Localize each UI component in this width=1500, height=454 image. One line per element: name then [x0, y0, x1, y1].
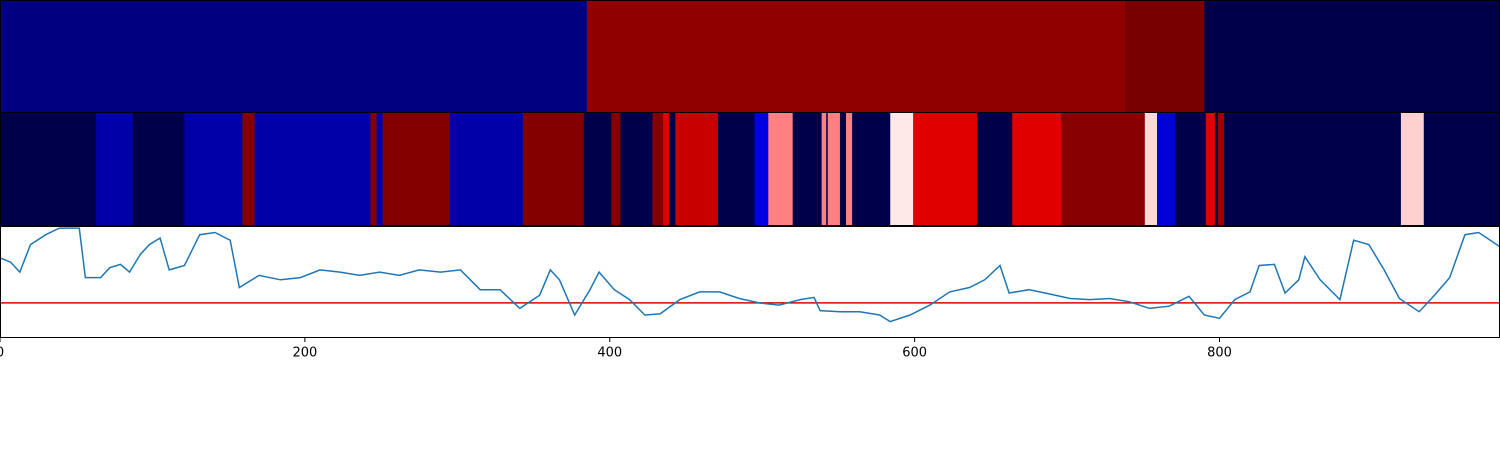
strip-segment: [611, 113, 621, 225]
strip-segment: [1217, 113, 1225, 225]
strip-segment: [522, 113, 585, 225]
strip-segment: [382, 113, 451, 225]
strip-segment: [376, 113, 384, 225]
strip-segment: [768, 113, 794, 225]
strip-segment: [977, 113, 1013, 225]
strip-segment: [852, 113, 891, 225]
strip-segment: [792, 113, 823, 225]
strip-segment: [184, 113, 243, 225]
strip-segment: [663, 113, 670, 225]
x-tick-label: 200: [292, 346, 317, 361]
strip-segment: [913, 113, 978, 225]
data-line: [0, 227, 1500, 323]
strip-segment: [821, 113, 827, 225]
strip-segment: [370, 113, 378, 225]
strip-segment: [839, 113, 847, 225]
strip-segment: [1423, 113, 1500, 225]
x-tick-label: 0: [0, 346, 4, 361]
strip-segment: [0, 113, 97, 225]
strip-segment: [242, 113, 256, 225]
panel-frame: [0, 226, 1500, 338]
strip-segment: [754, 113, 769, 225]
strip-segment: [1400, 113, 1425, 225]
strip-segment: [1205, 113, 1216, 225]
strip-segment: [652, 113, 664, 225]
strip-segment: [132, 113, 185, 225]
strip-segment: [620, 113, 653, 225]
strip-segment: [1125, 1, 1205, 112]
strip-segment: [0, 1, 588, 112]
strip-segment: [1060, 113, 1146, 225]
strip-segment: [846, 113, 853, 225]
strip-segment: [583, 113, 612, 225]
strip-segment: [1214, 113, 1219, 225]
strip-segment: [826, 113, 829, 225]
strip-segment: [1204, 1, 1500, 112]
strip-segment: [1224, 113, 1402, 225]
strip-segment: [675, 113, 719, 225]
strip-segment: [827, 113, 841, 225]
strip-segment: [586, 1, 1126, 112]
strip-segment: [1157, 113, 1176, 225]
strip-segment: [1012, 113, 1062, 225]
x-tick-label: 400: [597, 346, 622, 361]
strip-segment: [449, 113, 524, 225]
strip-segment: [1144, 113, 1158, 225]
strip-segment: [717, 113, 756, 225]
x-tick-label: 800: [1207, 346, 1232, 361]
strip-segment: [254, 113, 371, 225]
strip-segment: [669, 113, 676, 225]
strip-segment: [890, 113, 914, 225]
strip-segment: [1175, 113, 1207, 225]
x-tick-label: 600: [902, 346, 927, 361]
strip-segment: [96, 113, 134, 225]
